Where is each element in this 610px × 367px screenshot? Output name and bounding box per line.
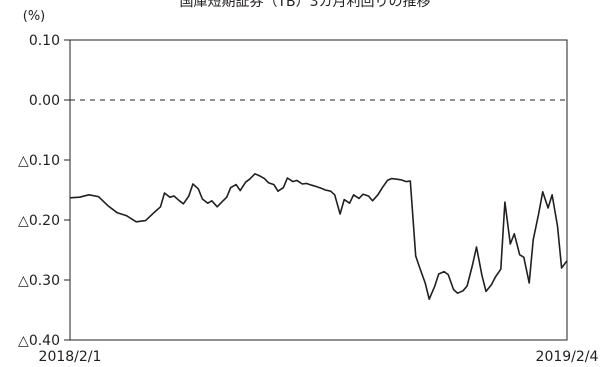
y-tick-label: 0.00 <box>29 93 60 109</box>
y-tick-label: △0.40 <box>18 333 60 349</box>
y-axis-ticks: 0.10 0.00 △0.10 △0.20 △0.30 △0.40 <box>18 33 70 349</box>
y-tick-label: △0.20 <box>18 213 60 229</box>
chart-title: 国庫短期証券（TB）3カ月利回りの推移 <box>179 0 430 10</box>
y-tick-label: 0.10 <box>29 33 60 49</box>
x-axis-ticks: 2018/2/1 2019/2/4 <box>39 349 599 365</box>
x-tick-label: 2019/2/4 <box>536 349 599 365</box>
y-tick-label: △0.10 <box>18 153 60 169</box>
x-tick-label: 2018/2/1 <box>39 349 102 365</box>
y-tick-label: △0.30 <box>18 273 60 289</box>
y-axis-unit-label: (%) <box>23 9 46 24</box>
series-line <box>69 173 568 300</box>
plot-area-frame <box>69 39 568 341</box>
